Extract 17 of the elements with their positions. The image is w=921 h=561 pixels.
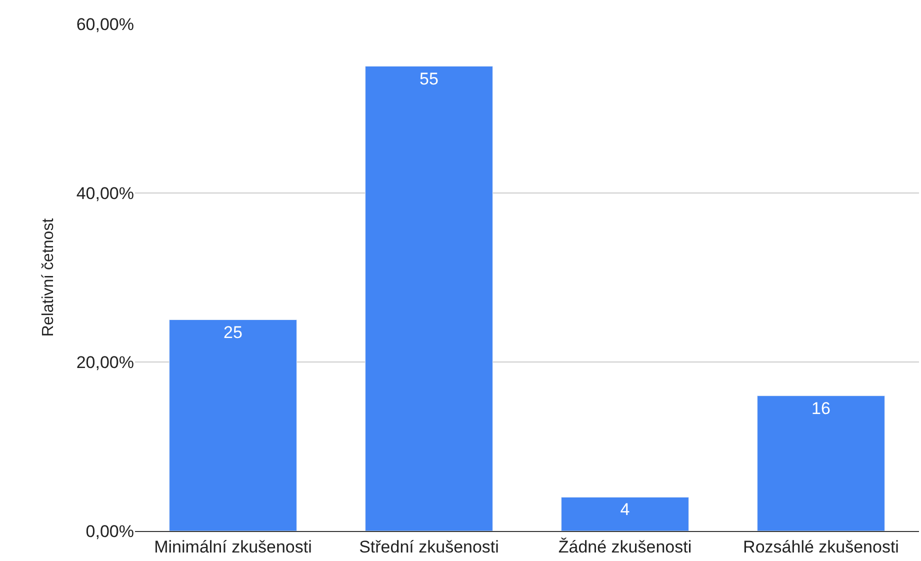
bar (757, 396, 885, 531)
x-tick-label: Minimální zkušenosti (154, 537, 312, 556)
y-axis-title: Relativní četnost (40, 218, 58, 337)
bar (365, 66, 493, 531)
bar (169, 320, 297, 531)
x-tick-label: Žádné zkušenosti (558, 537, 692, 556)
y-tick-label: 60,00% (76, 14, 134, 34)
bar (561, 496, 689, 531)
y-tick-label: 0,00% (86, 522, 134, 541)
y-tick-label: 20,00% (76, 352, 134, 372)
x-tick-label: Střední zkušenosti (359, 537, 499, 556)
data-label: 55 (420, 69, 438, 88)
x-tick-label: Rozsáhlé zkušenosti (743, 537, 899, 556)
data-label: 25 (224, 322, 242, 342)
y-tick-label: 40,00% (76, 184, 134, 203)
data-label: 4 (620, 500, 630, 520)
data-label: 16 (812, 398, 830, 418)
